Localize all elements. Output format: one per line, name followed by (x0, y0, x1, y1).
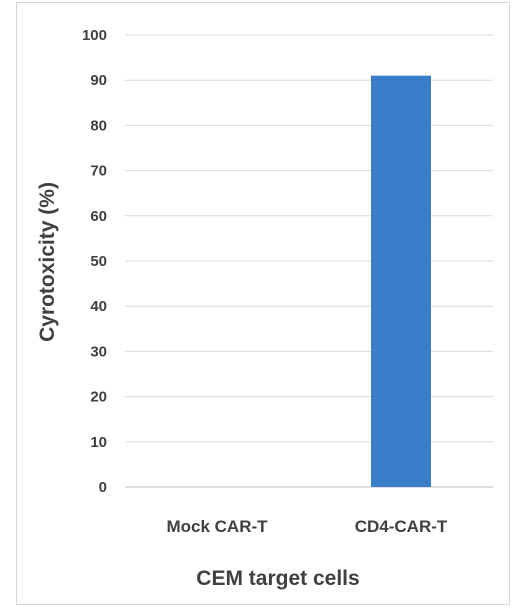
y-tick-label: 40 (90, 298, 107, 315)
bars (371, 75, 431, 488)
y-axis-title: Cyrotoxicity (%) (36, 182, 59, 342)
y-tick-label: 20 (90, 389, 107, 406)
x-category-label: Mock CAR-T (166, 517, 268, 536)
x-axis-categories: Mock CAR-T CD4-CAR-T (166, 517, 447, 536)
gridlines (125, 34, 493, 488)
y-tick-label: 90 (90, 72, 107, 89)
y-tick-label: 70 (90, 163, 107, 180)
y-tick-label: 0 (99, 479, 107, 496)
y-tick-label: 10 (90, 434, 107, 451)
y-tick-label: 50 (90, 253, 107, 270)
x-axis-title: CEM target cells (196, 567, 359, 590)
y-tick-label: 80 (90, 117, 107, 134)
chart-frame (16, 2, 510, 605)
y-axis-ticks: 0 10 20 30 40 50 60 70 80 90 100 (82, 27, 107, 496)
x-category-label: CD4-CAR-T (355, 517, 448, 536)
y-tick-label: 30 (90, 343, 107, 360)
y-tick-label: 100 (82, 27, 107, 44)
y-tick-label: 60 (90, 208, 107, 225)
bar-cd4-car-t (371, 75, 431, 488)
